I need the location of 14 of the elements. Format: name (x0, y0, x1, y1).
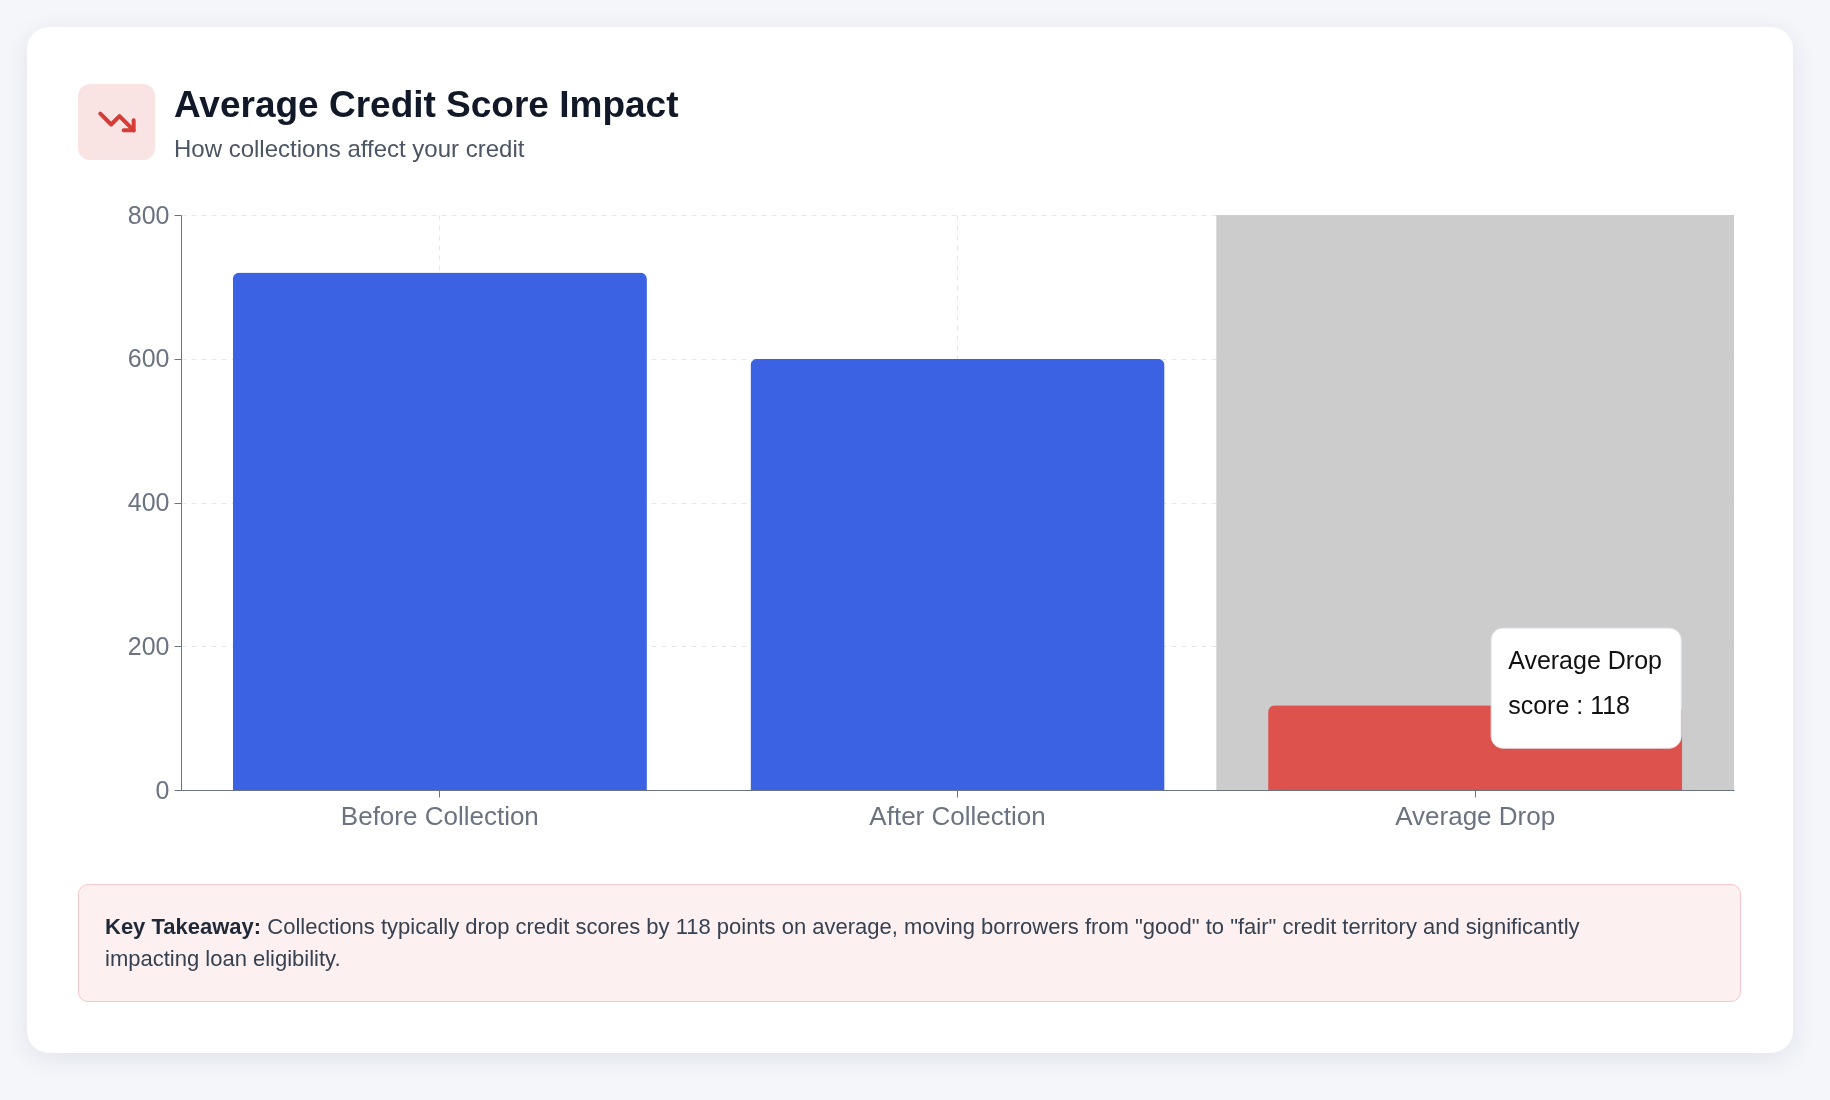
chart-subtitle: How collections affect your credit (174, 134, 525, 164)
bar (750, 358, 1165, 790)
text: Key Takeaway: Collections typically drop credit scores by 118 points on average, moving borrowers from "good" to "fair" credit territory and significantly impacting loan eligibility. (78, 884, 1741, 1002)
y-tick-label: 800 (127, 200, 170, 229)
y-tick-label: 600 (127, 344, 170, 373)
y-tick-label: 0 (155, 775, 170, 804)
bar (232, 272, 647, 790)
chart-title: Average Credit Score Impact (174, 83, 679, 127)
annotation: Average Drop score : 118 (1508, 646, 1662, 720)
x-tick-label: After Collection (869, 800, 1046, 831)
x-tick-label: Before Collection (340, 800, 539, 831)
y-tick-label: 200 (127, 631, 170, 660)
y-tick-label: 400 (127, 488, 170, 516)
x-tick-label: Average Drop (1395, 800, 1556, 831)
